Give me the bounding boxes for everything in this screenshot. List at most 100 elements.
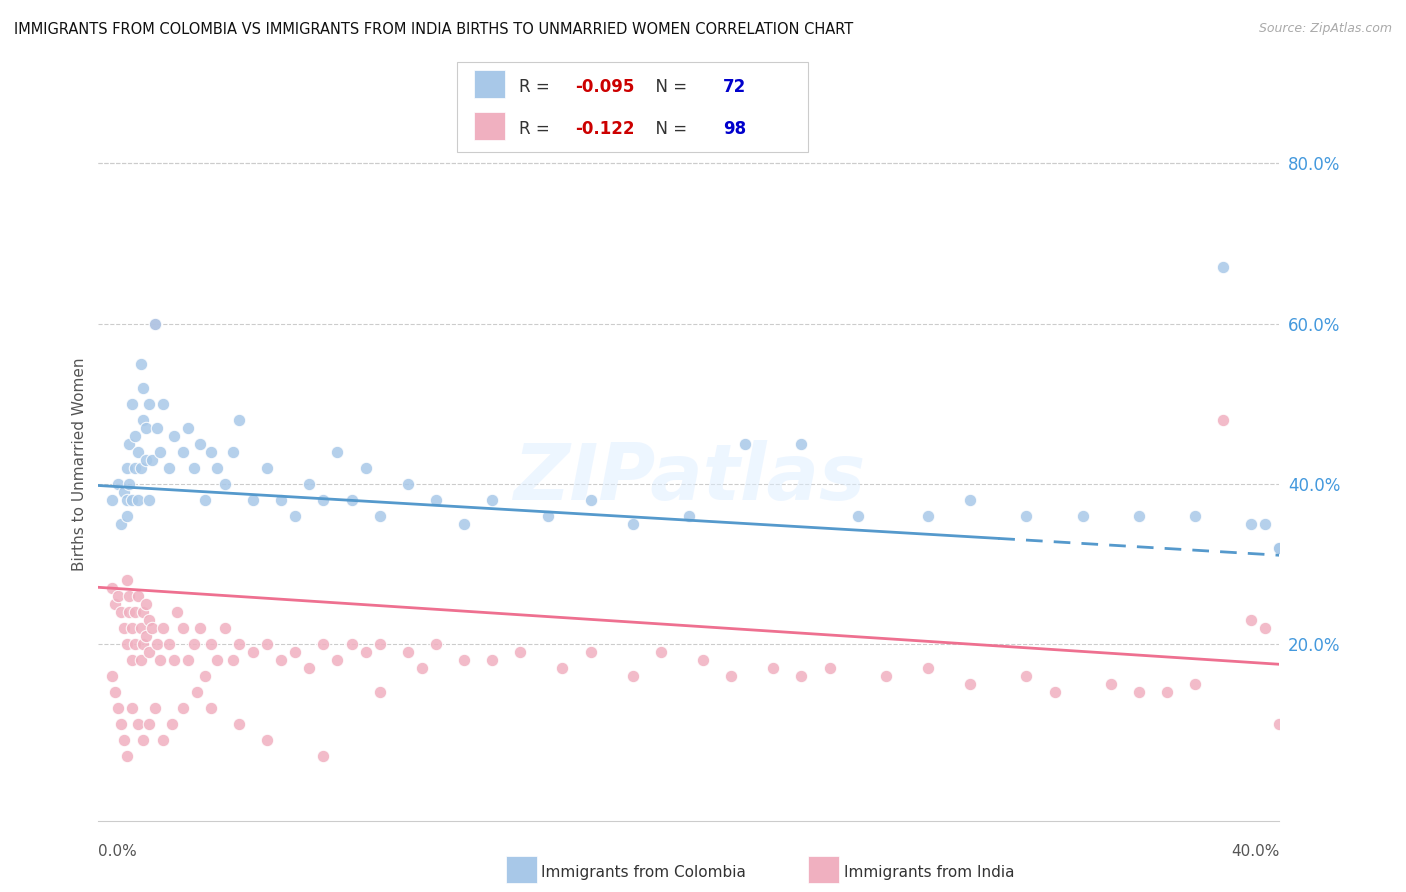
Point bbox=[177, 653, 200, 667]
Point bbox=[1128, 508, 1150, 523]
Point bbox=[115, 460, 138, 475]
Point bbox=[200, 701, 222, 715]
Point bbox=[222, 653, 245, 667]
Text: ZIPatlas: ZIPatlas bbox=[513, 440, 865, 516]
Point bbox=[194, 492, 217, 507]
Text: 0.0%: 0.0% bbox=[98, 845, 138, 859]
Text: 40.0%: 40.0% bbox=[1232, 845, 1279, 859]
Point bbox=[1240, 516, 1263, 531]
Point bbox=[194, 669, 217, 683]
Point bbox=[129, 621, 152, 635]
Point bbox=[312, 492, 335, 507]
Point bbox=[354, 645, 377, 659]
Point bbox=[1254, 621, 1277, 635]
Point bbox=[354, 460, 377, 475]
Point bbox=[917, 508, 939, 523]
Point bbox=[228, 717, 250, 731]
Point bbox=[340, 637, 363, 651]
Point bbox=[326, 653, 349, 667]
Point bbox=[1212, 413, 1234, 427]
Point bbox=[678, 508, 700, 523]
Point bbox=[112, 733, 135, 747]
Point bbox=[132, 733, 155, 747]
Point bbox=[121, 701, 143, 715]
Point bbox=[101, 581, 124, 595]
Text: N =: N = bbox=[645, 78, 693, 96]
Point bbox=[124, 429, 146, 443]
Point bbox=[875, 669, 897, 683]
Point bbox=[121, 397, 143, 411]
Point bbox=[124, 637, 146, 651]
Point bbox=[396, 645, 419, 659]
Point bbox=[138, 717, 160, 731]
Point bbox=[284, 645, 307, 659]
Point bbox=[118, 476, 141, 491]
Point bbox=[115, 508, 138, 523]
Point bbox=[101, 669, 124, 683]
Point bbox=[453, 653, 475, 667]
Point bbox=[118, 605, 141, 619]
Point bbox=[1015, 508, 1038, 523]
Point bbox=[152, 397, 174, 411]
Point bbox=[135, 421, 157, 435]
Text: R =: R = bbox=[519, 120, 560, 138]
Point bbox=[205, 460, 228, 475]
Point bbox=[298, 476, 321, 491]
Point bbox=[425, 492, 447, 507]
Point bbox=[115, 492, 138, 507]
Point bbox=[621, 669, 644, 683]
Point bbox=[115, 573, 138, 587]
Point bbox=[166, 605, 188, 619]
Point bbox=[256, 460, 278, 475]
Point bbox=[340, 492, 363, 507]
Point bbox=[127, 717, 149, 731]
Point bbox=[188, 621, 211, 635]
Point bbox=[959, 677, 981, 691]
Point bbox=[846, 508, 869, 523]
Point bbox=[312, 637, 335, 651]
Point bbox=[1071, 508, 1094, 523]
Point bbox=[163, 429, 186, 443]
Text: -0.122: -0.122 bbox=[575, 120, 634, 138]
Point bbox=[157, 637, 180, 651]
Text: Immigrants from India: Immigrants from India bbox=[844, 865, 1014, 880]
Point bbox=[790, 669, 813, 683]
Point bbox=[1156, 685, 1178, 699]
Point bbox=[551, 661, 574, 675]
Point bbox=[411, 661, 433, 675]
Point bbox=[149, 653, 172, 667]
Point bbox=[115, 749, 138, 764]
Point bbox=[110, 605, 132, 619]
Point bbox=[1043, 685, 1066, 699]
Point bbox=[1128, 685, 1150, 699]
Point bbox=[453, 516, 475, 531]
Text: R =: R = bbox=[519, 78, 560, 96]
Point bbox=[127, 492, 149, 507]
Point bbox=[368, 685, 391, 699]
Point bbox=[118, 437, 141, 451]
Point bbox=[720, 669, 742, 683]
Point bbox=[200, 637, 222, 651]
Point bbox=[143, 701, 166, 715]
Point bbox=[138, 492, 160, 507]
Point bbox=[107, 476, 129, 491]
Point bbox=[1268, 541, 1291, 555]
Point bbox=[621, 516, 644, 531]
Point bbox=[481, 653, 503, 667]
Point bbox=[110, 717, 132, 731]
Point bbox=[312, 749, 335, 764]
Point bbox=[135, 597, 157, 611]
Point bbox=[121, 621, 143, 635]
Point bbox=[205, 653, 228, 667]
Point bbox=[172, 445, 194, 459]
Point bbox=[1212, 260, 1234, 275]
Point bbox=[959, 492, 981, 507]
Point bbox=[115, 637, 138, 651]
Point bbox=[163, 653, 186, 667]
Point bbox=[172, 621, 194, 635]
Point bbox=[368, 508, 391, 523]
Point bbox=[256, 637, 278, 651]
Point bbox=[152, 621, 174, 635]
Text: 72: 72 bbox=[723, 78, 747, 96]
Point bbox=[762, 661, 785, 675]
